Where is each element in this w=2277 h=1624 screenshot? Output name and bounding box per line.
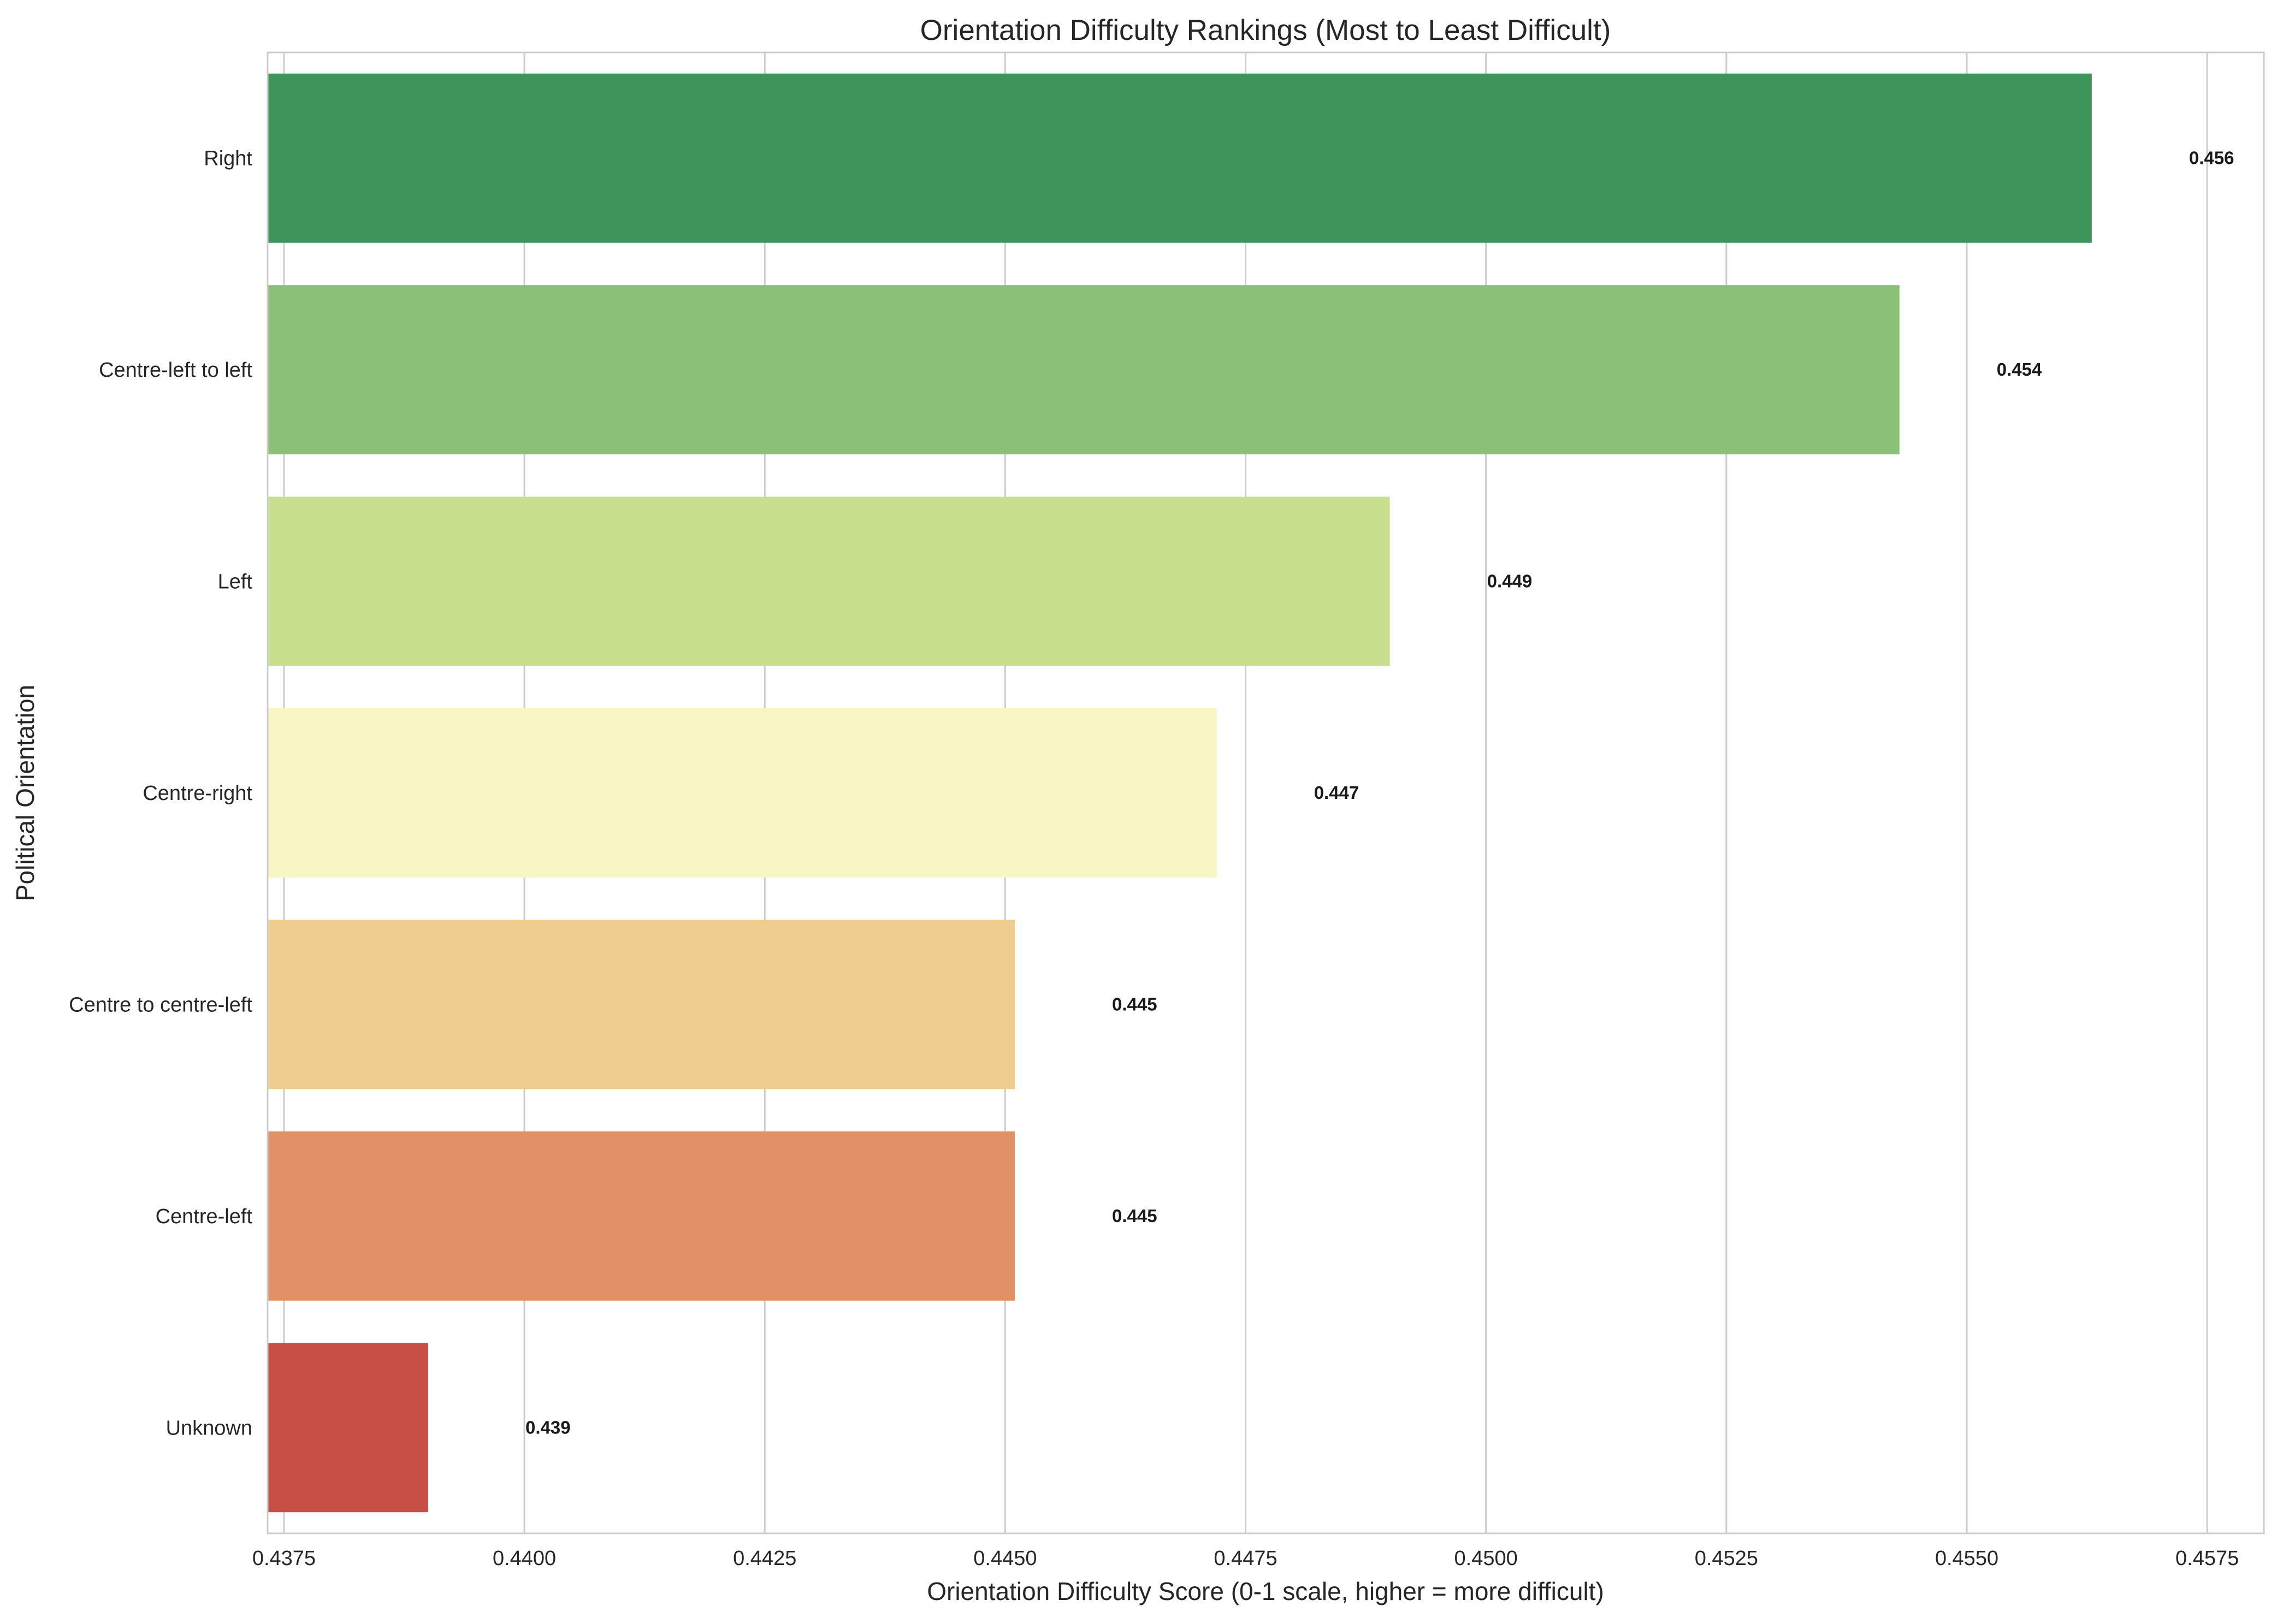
value-label: 0.447 bbox=[1314, 783, 1359, 803]
y-tick-label: Centre-left bbox=[156, 1205, 253, 1228]
bar bbox=[268, 496, 1390, 666]
value-label: 0.445 bbox=[1112, 1206, 1157, 1226]
x-tick-label: 0.4500 bbox=[1454, 1547, 1518, 1570]
bar bbox=[268, 1131, 1015, 1301]
x-tick-label: 0.4375 bbox=[252, 1547, 316, 1570]
value-label: 0.456 bbox=[2189, 148, 2234, 168]
x-tick-label: 0.4400 bbox=[493, 1547, 556, 1570]
y-axis-label: Political Orientation bbox=[11, 685, 39, 901]
x-tick-label: 0.4450 bbox=[973, 1547, 1037, 1570]
value-label: 0.445 bbox=[1112, 994, 1157, 1014]
bar bbox=[268, 1343, 429, 1513]
bars bbox=[268, 73, 2092, 1513]
plot-border bbox=[267, 51, 2265, 1534]
bar bbox=[268, 73, 2092, 243]
x-tick-label: 0.4525 bbox=[1695, 1547, 1758, 1570]
y-tick-label: Unknown bbox=[166, 1416, 252, 1439]
x-tick-label: 0.4550 bbox=[1935, 1547, 1998, 1570]
bar bbox=[268, 920, 1015, 1089]
y-tick-label: Centre to centre-left bbox=[69, 993, 252, 1016]
plot-frame bbox=[267, 51, 2265, 1534]
x-tick-label: 0.4425 bbox=[733, 1547, 796, 1570]
value-label: 0.449 bbox=[1487, 571, 1533, 591]
x-tick-label: 0.4575 bbox=[2175, 1547, 2239, 1570]
y-tick-label: Centre-right bbox=[143, 782, 252, 805]
y-tick-label: Left bbox=[218, 571, 253, 594]
tick-labels: 0.4375 0.4400 0.4425 0.4450 0.4475 0.4500 0.45… bbox=[69, 147, 2239, 1570]
x-axis-label: Orientation Difficulty Score (0-1 scale,… bbox=[927, 1577, 1604, 1605]
chart-title: Orientation Difficulty Rankings (Most to… bbox=[920, 14, 1611, 46]
bar bbox=[268, 285, 1900, 455]
bar bbox=[268, 708, 1217, 878]
x-tick-label: 0.4475 bbox=[1214, 1547, 1277, 1570]
y-tick-label: Right bbox=[204, 147, 252, 170]
y-tick-label: Centre-left to left bbox=[99, 359, 252, 382]
value-label: 0.439 bbox=[525, 1417, 571, 1437]
value-labels: 0.456 0.454 0.449 0.447 0.445 0.445 0.439 bbox=[525, 148, 2234, 1438]
value-label: 0.454 bbox=[1997, 359, 2042, 380]
